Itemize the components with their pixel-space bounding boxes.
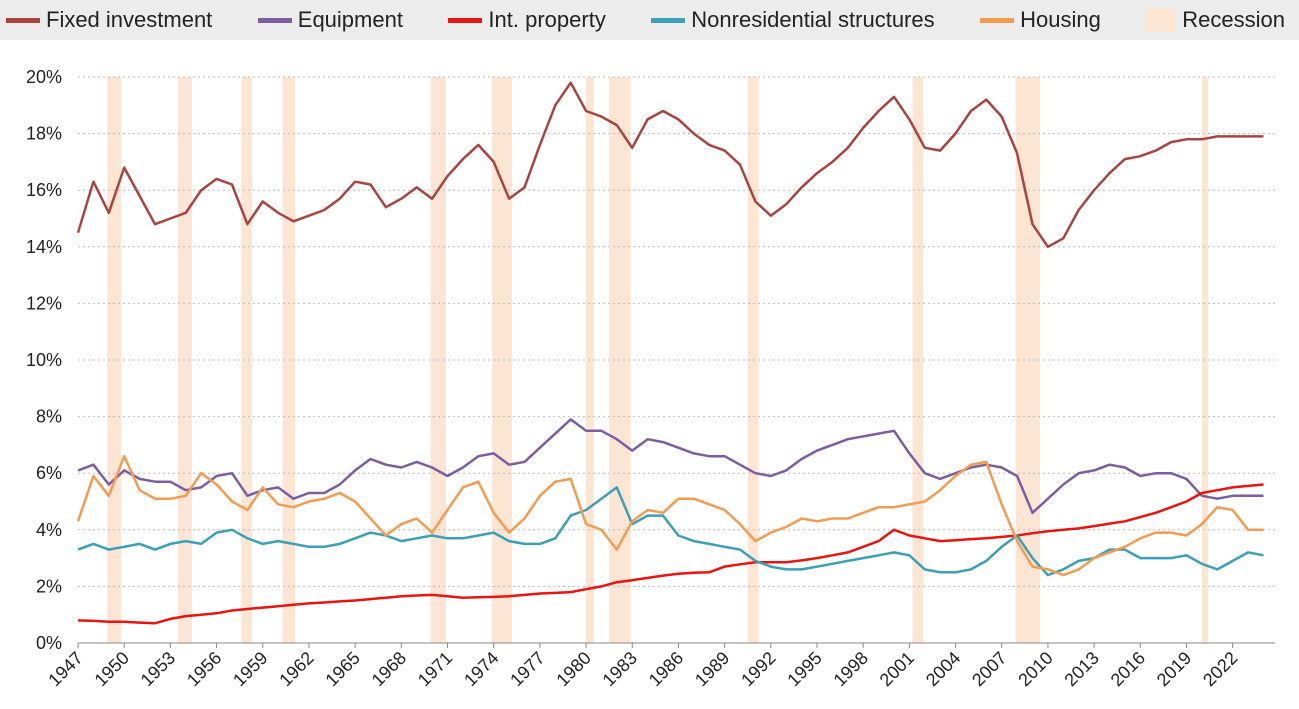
recession-band bbox=[492, 77, 513, 643]
x-tick-label: 1998 bbox=[830, 648, 872, 690]
y-tick-label: 8% bbox=[36, 407, 62, 427]
x-tick-label: 1947 bbox=[44, 648, 86, 690]
series-line bbox=[76, 81, 1264, 249]
legend-item: Recession bbox=[1146, 7, 1285, 33]
y-tick-label: 6% bbox=[36, 463, 62, 483]
series-line bbox=[77, 418, 1264, 515]
series-line bbox=[76, 454, 1264, 577]
legend-item: Int. property bbox=[448, 7, 606, 33]
legend-item: Nonresidential structures bbox=[651, 7, 935, 33]
legend-label: Fixed investment bbox=[46, 7, 213, 32]
legend-label: Nonresidential structures bbox=[691, 7, 935, 32]
x-tick-label: 1995 bbox=[783, 648, 825, 690]
series-line bbox=[77, 486, 1264, 577]
y-tick-label: 18% bbox=[26, 124, 62, 144]
x-tick-label: 1965 bbox=[321, 648, 363, 690]
series-line bbox=[77, 483, 1264, 625]
x-tick-label: 1956 bbox=[183, 648, 225, 690]
recession-band bbox=[241, 77, 252, 643]
legend-swatch bbox=[257, 17, 292, 23]
x-tick-label: 2001 bbox=[876, 648, 918, 690]
legend-swatch bbox=[1146, 8, 1177, 32]
x-tick-label: 1971 bbox=[414, 648, 456, 690]
recession-band bbox=[912, 77, 924, 643]
y-tick-label: 14% bbox=[26, 237, 62, 257]
x-tick-label: 1968 bbox=[368, 648, 410, 690]
legend-item: Housing bbox=[980, 7, 1101, 33]
legend-item: Equipment bbox=[257, 7, 403, 33]
x-tick-label: 1953 bbox=[137, 648, 179, 690]
x-tick-label: 1950 bbox=[91, 648, 133, 690]
legend-label: Equipment bbox=[297, 7, 403, 32]
x-tick-label: 1962 bbox=[275, 648, 317, 690]
y-tick-label: 2% bbox=[36, 576, 62, 596]
legend-label: Housing bbox=[1020, 7, 1101, 32]
y-tick-label: 0% bbox=[36, 633, 62, 653]
x-tick-label: 2004 bbox=[922, 648, 964, 690]
legend-swatch bbox=[6, 17, 40, 23]
x-tick-label: 1977 bbox=[506, 648, 548, 690]
legend: Fixed investment Equipment Int. property No… bbox=[0, 0, 1299, 40]
legend-swatch bbox=[651, 17, 686, 23]
x-tick-label: 1974 bbox=[460, 648, 502, 690]
y-tick-label: 10% bbox=[26, 350, 62, 370]
x-tick-label: 1980 bbox=[552, 648, 594, 690]
x-tick-label: 1989 bbox=[691, 648, 733, 690]
x-tick-label: 2010 bbox=[1014, 648, 1056, 690]
y-tick-label: 20% bbox=[26, 67, 62, 87]
x-tick-label: 2019 bbox=[1153, 648, 1195, 690]
x-tick-label: 1959 bbox=[229, 648, 271, 690]
legend-swatch bbox=[980, 17, 1015, 23]
x-tick-label: 2016 bbox=[1107, 648, 1149, 690]
x-tick-label: 1983 bbox=[599, 648, 641, 690]
x-tick-label: 2022 bbox=[1199, 648, 1241, 690]
x-tick-label: 1986 bbox=[645, 648, 687, 690]
x-tick-label: 2007 bbox=[968, 648, 1010, 690]
x-tick-label: 1992 bbox=[737, 648, 779, 690]
legend-swatch bbox=[448, 17, 483, 23]
y-tick-label: 16% bbox=[26, 180, 62, 200]
legend-item: Fixed investment bbox=[6, 7, 212, 33]
legend-label: Int. property bbox=[488, 7, 606, 32]
chart: 0% 2% 4% 6% 8% 10% 12% 14% 16% 18% 20% 1947 1950 1953… bbox=[26, 67, 1275, 690]
legend-label: Recession bbox=[1182, 7, 1285, 32]
y-tick-label: 4% bbox=[36, 520, 62, 540]
x-tick-label: 2013 bbox=[1060, 648, 1102, 690]
y-tick-label: 12% bbox=[26, 293, 62, 313]
